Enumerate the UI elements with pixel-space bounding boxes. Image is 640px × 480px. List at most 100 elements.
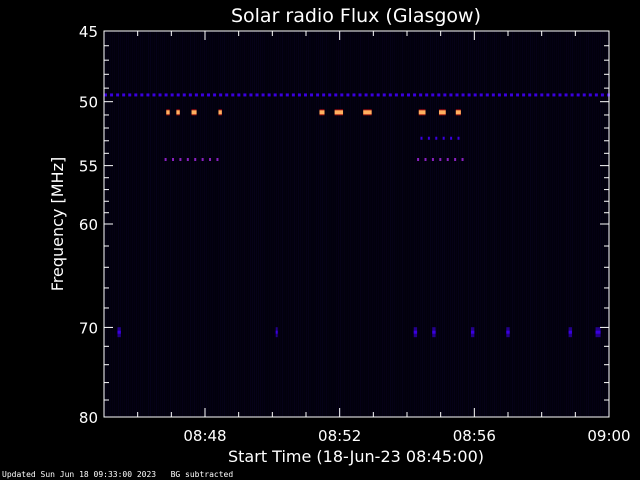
noise-streak (510, 31, 511, 417)
blip-glow (568, 327, 572, 338)
band-mark-49.5 (479, 93, 483, 97)
noise-streak (190, 31, 191, 417)
noise-streak (252, 31, 253, 417)
noise-streak (496, 31, 497, 417)
band-mark-49.5 (461, 93, 465, 97)
noise-streak (160, 31, 161, 417)
noise-streak (338, 31, 339, 417)
noise-streak (432, 31, 433, 417)
band-mark-49.5 (152, 93, 156, 97)
noise-streak (196, 31, 197, 417)
band-mark-49.5 (485, 93, 489, 97)
band-mark-49.5 (606, 93, 610, 97)
noise-streak (212, 31, 213, 417)
noise-streak (270, 31, 271, 417)
noise-streak (372, 31, 373, 417)
noise-streak (272, 31, 273, 417)
burst-mark (218, 110, 222, 115)
noise-streak (118, 31, 119, 417)
noise-streak (156, 31, 157, 417)
noise-streak (562, 31, 563, 417)
noise-streak (416, 31, 417, 417)
noise-streak (294, 31, 295, 417)
noise-streak (254, 31, 255, 417)
noise-streak (192, 31, 193, 417)
noise-streak (458, 31, 459, 417)
y-tick-label: 80 (79, 409, 98, 427)
band-mark-49.5 (449, 93, 453, 97)
noise-streak (164, 31, 165, 417)
noise-streak (484, 31, 485, 417)
band-mark-49.5 (394, 93, 398, 97)
noise-streak (188, 31, 189, 417)
noise-streak (574, 31, 575, 417)
noise-streak (360, 31, 361, 417)
y-axis-label: Frequency [MHz] (48, 157, 67, 291)
noise-streak (452, 31, 453, 417)
noise-streak (490, 31, 491, 417)
noise-streak (198, 31, 199, 417)
noise-streak (412, 31, 413, 417)
burst-mark (438, 110, 446, 115)
noise-streak (530, 31, 531, 417)
band-mark-49.5 (352, 93, 356, 97)
noise-streak (420, 31, 421, 417)
band-mark-49.5 (110, 93, 114, 97)
noise-streak (536, 31, 537, 417)
noise-streak (312, 31, 313, 417)
noise-streak (300, 31, 301, 417)
noise-streak (172, 31, 173, 417)
burst-mark (191, 110, 197, 115)
footer-status: Updated Sun Jun 18 09:33:00 2023 BG subt… (2, 470, 233, 479)
noise-streak (238, 31, 239, 417)
noise-streak (290, 31, 291, 417)
noise-streak (308, 31, 309, 417)
plot-area (104, 31, 609, 417)
noise-streak (210, 31, 211, 417)
noise-streak (450, 31, 451, 417)
band-mark-49.5 (558, 93, 562, 97)
noise-streak (494, 31, 495, 417)
noise-streak (126, 31, 127, 417)
noise-streak (282, 31, 283, 417)
x-axis-label: Start Time (18-Jun-23 08:45:00) (228, 447, 484, 466)
band-mark-49.5 (273, 93, 277, 97)
noise-streak (324, 31, 325, 417)
noise-streak (598, 31, 599, 417)
band-mark-49.5 (267, 93, 271, 97)
noise-streak (526, 31, 527, 417)
noise-streak (418, 31, 419, 417)
noise-streak (350, 31, 351, 417)
noise-streak (588, 31, 589, 417)
noise-streak (258, 31, 259, 417)
noise-streak (502, 31, 503, 417)
noise-streak (426, 31, 427, 417)
noise-streak (358, 31, 359, 417)
noise-streak (184, 31, 185, 417)
noise-streak (382, 31, 383, 417)
noise-streak (138, 31, 139, 417)
band-mark-49.5 (310, 93, 314, 97)
noise-streak (316, 31, 317, 417)
noise-streak (158, 31, 159, 417)
noise-streak (478, 31, 479, 417)
band-mark-54.5 (194, 157, 197, 161)
noise-streak (404, 31, 405, 417)
noise-streak (130, 31, 131, 417)
band-mark-49.5 (455, 93, 459, 97)
noise-streak (120, 31, 121, 417)
noise-streak (242, 31, 243, 417)
noise-streak (410, 31, 411, 417)
noise-streak (442, 31, 443, 417)
noise-streak (540, 31, 541, 417)
noise-streak (140, 31, 141, 417)
band-mark-49.5 (370, 93, 374, 97)
band-mark-49.5 (376, 93, 380, 97)
noise-streak (280, 31, 281, 417)
noise-streak (246, 31, 247, 417)
noise-streak (202, 31, 203, 417)
burst-mark (455, 110, 461, 115)
noise-streak (400, 31, 401, 417)
noise-streak (330, 31, 331, 417)
